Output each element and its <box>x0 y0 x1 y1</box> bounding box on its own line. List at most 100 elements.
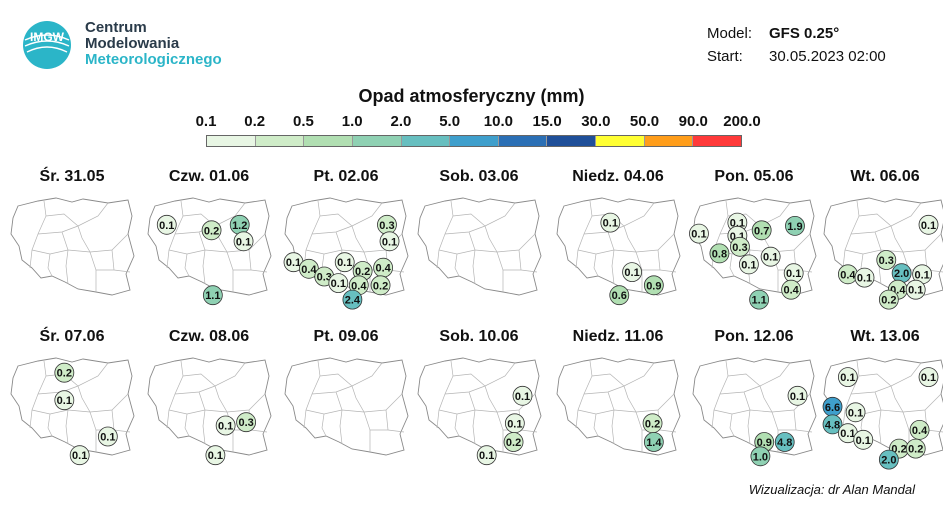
precip-value-label: 0.2 <box>645 418 660 430</box>
voivodeship-border <box>335 391 343 445</box>
voivodeship-border <box>890 385 910 452</box>
colorbar-tick-label: 200.0 <box>723 113 761 130</box>
precip-value-label: 6.6 <box>825 402 840 414</box>
panel-day-label: Śr. 07.06 <box>39 328 105 345</box>
precip-marker <box>476 445 497 466</box>
precip-value-label: 0.1 <box>479 450 494 462</box>
precip-value-label: 0.2 <box>881 295 896 307</box>
logo-line-2: Modelowania <box>85 35 180 52</box>
precip-value-label: 0.1 <box>730 218 745 230</box>
precip-value-label: 0.2 <box>506 437 521 449</box>
voivodeship-border <box>111 409 115 431</box>
voivodeship-border <box>341 393 403 413</box>
precip-value-label: 0.1 <box>337 257 352 269</box>
voivodeship-border <box>385 409 389 431</box>
colorbar-tick-label: 0.2 <box>244 113 266 130</box>
precip-marker <box>751 220 772 241</box>
precip-value-label: 0.6 <box>612 290 627 302</box>
precip-marker <box>878 289 899 310</box>
precip-marker <box>643 275 664 296</box>
precip-marker <box>202 285 223 306</box>
voivodeship-border <box>874 391 882 445</box>
precip-marker <box>918 214 939 235</box>
panel-day-label: Czw. 08.06 <box>168 328 250 345</box>
colorbar-segment <box>207 136 256 146</box>
precip-marker <box>689 223 709 244</box>
map-panel-niedz-04-06: Niedz. 04.06 0.1 0.1 0.9 0.6 <box>551 168 685 328</box>
precip-value-label: 0.1 <box>691 229 706 241</box>
precip-marker <box>97 426 118 447</box>
map-panel-sob-10-06: Sob. 10.06 0.1 0.1 0.2 0.1 <box>412 328 546 488</box>
voivodeship-border <box>593 253 599 277</box>
precip-marker <box>643 432 664 452</box>
precip-value-label: 0.1 <box>208 450 223 462</box>
logo-line-1: Centrum <box>85 19 147 36</box>
colorbar-ticks: 0.1 0.2 0.5 1.0 2.0 5.0 10.0 15.0 30.0 50.0 90.0 20… <box>0 113 943 133</box>
panel-day-label: Niedz. 04.06 <box>572 168 664 185</box>
map-panel-pt-09-06: Pt. 09.06 <box>279 328 413 488</box>
voivodeship-border <box>607 391 615 445</box>
voivodeship-border <box>518 249 522 271</box>
voivodeship-border <box>623 225 643 292</box>
colorbar-segment <box>304 136 353 146</box>
precip-value-label: 0.1 <box>57 395 72 407</box>
precip-value-label: 0.1 <box>741 259 756 271</box>
poland-outline <box>692 357 817 456</box>
chart-title: Opad atmosferyczny (mm) <box>358 86 585 106</box>
precip-value-label: 0.1 <box>236 236 251 248</box>
voivodeship-border <box>77 225 97 292</box>
voivodeship-border <box>613 393 675 413</box>
voivodeship-border <box>111 249 115 271</box>
poland-map: 0.10.7 1.90.1 0.10.30.8 0.10.10.10.41.1 <box>689 197 817 310</box>
precip-marker <box>328 273 349 293</box>
precip-marker <box>876 250 897 270</box>
poland-map: 0.2 0.1 0.1 0.1 <box>10 357 135 466</box>
precip-value-label: 0.1 <box>763 252 778 264</box>
precip-marker <box>787 385 808 406</box>
logo-text: Centrum Modelowania Meteorologicznego <box>85 20 222 68</box>
precip-marker <box>600 212 621 233</box>
panel-day-label: Pon. 05.06 <box>714 168 794 185</box>
precip-value-label: 0.1 <box>286 257 301 269</box>
voivodeship-border <box>204 393 266 413</box>
colorbar-tick-label: 90.0 <box>678 113 708 130</box>
voivodeship-border <box>880 233 942 253</box>
voivodeship-border <box>67 233 129 253</box>
precip-value-label: 0.9 <box>757 437 772 449</box>
precip-value-label: 0.1 <box>72 450 87 462</box>
precip-marker <box>854 267 875 288</box>
precip-value-label: 0.1 <box>515 391 530 403</box>
precip-value-label: 0.2 <box>908 444 923 456</box>
precip-value-label: 2.0 <box>894 268 909 280</box>
poland-outline <box>284 357 409 456</box>
precip-value-label: 0.1 <box>159 220 174 232</box>
voivodeship-border <box>454 413 460 437</box>
precip-value-label: 0.3 <box>879 255 894 267</box>
precip-marker <box>905 438 926 459</box>
colorbar-tick-label: 15.0 <box>532 113 562 130</box>
run-info: Model: GFS 0.25° Start: 30.05.2023 02:00 <box>707 22 886 68</box>
voivodeship-border <box>591 373 625 387</box>
precip-value-label: 0.1 <box>840 428 855 440</box>
precip-value-label: 0.1 <box>856 435 871 447</box>
colorbar-tick-label: 5.0 <box>439 113 461 130</box>
precip-value-label: 0.1 <box>603 218 618 230</box>
precip-marker <box>878 449 899 470</box>
precip-marker <box>709 243 730 264</box>
start-value: 30.05.2023 02:00 <box>769 48 886 65</box>
precip-value-label: 0.4 <box>840 269 856 281</box>
precip-value-label: 0.1 <box>331 278 346 290</box>
credit: Wizualizacja: dr Alan Mandal <box>748 482 915 497</box>
precip-value-label: 1.1 <box>751 295 766 307</box>
poland-map: 0.1 0.3 0.1 <box>147 357 272 466</box>
voivodeship-border <box>198 391 206 445</box>
precip-value-label: 0.1 <box>218 421 233 433</box>
precip-value-label: 0.1 <box>914 269 929 281</box>
voivodeship-border <box>184 253 190 277</box>
precip-value-label: 0.1 <box>921 220 936 232</box>
colorbar <box>206 135 742 147</box>
precip-marker <box>215 415 236 436</box>
poland-map <box>10 197 135 296</box>
precip-value-label: 0.4 <box>912 425 928 437</box>
voivodeship-border <box>858 213 892 227</box>
